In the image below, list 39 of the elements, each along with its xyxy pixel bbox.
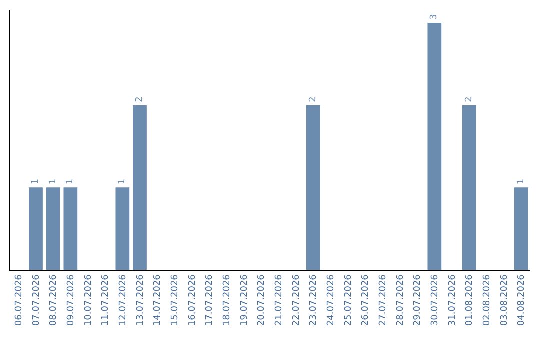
data-label: 1 [66, 178, 76, 185]
data-label: 1 [118, 178, 128, 185]
x-tick-label: 15.07.2026 [170, 274, 181, 326]
x-tick-label: 21.07.2026 [274, 274, 285, 326]
data-label: 2 [464, 96, 474, 102]
x-tick-label: 09.07.2026 [66, 274, 77, 326]
x-tick-label: 17.07.2026 [205, 274, 216, 326]
x-tick-label: 30.07.2026 [430, 274, 441, 326]
x-tick-label: 06.07.2026 [14, 274, 25, 326]
x-tick-label: 16.07.2026 [188, 274, 198, 326]
x-tick-label: 03.08.2026 [500, 274, 510, 326]
x-tick-label: 28.07.2026 [396, 274, 406, 326]
x-tick-label: 10.07.2026 [84, 274, 94, 326]
data-label: 2 [308, 96, 318, 102]
x-tick-label: 24.07.2026 [326, 274, 337, 326]
x-tick-label: 22.07.2026 [292, 274, 302, 326]
x-tick-label: 19.07.2026 [240, 274, 250, 326]
x-tick-label: 18.07.2026 [222, 274, 233, 326]
x-tick-label: 07.07.2026 [32, 274, 42, 326]
data-label: 2 [135, 96, 145, 102]
x-tick-label: 29.07.2026 [413, 274, 424, 326]
x-tick-label: 25.07.2026 [344, 274, 354, 326]
x-tick-label: 13.07.2026 [136, 274, 146, 326]
x-tick-label: 08.07.2026 [49, 274, 60, 326]
x-tick-label: 12.07.2026 [118, 274, 129, 326]
x-tick-label: 02.08.2026 [482, 274, 493, 326]
x-tick-label: 27.07.2026 [378, 274, 389, 326]
data-label: 3 [430, 14, 440, 20]
x-tick-label: 01.08.2026 [465, 274, 476, 326]
x-tick-label: 26.07.2026 [361, 274, 372, 326]
data-label: 1 [31, 178, 41, 185]
x-tick-label: 04.08.2026 [517, 274, 528, 326]
data-label: 1 [516, 178, 526, 185]
x-tick-label: 31.07.2026 [448, 274, 458, 326]
x-tick-label: 20.07.2026 [257, 274, 268, 326]
x-tick-label: 23.07.2026 [309, 274, 320, 326]
data-label: 1 [48, 178, 58, 185]
x-tick-label: 14.07.2026 [153, 274, 164, 326]
x-tick-label: 11.07.2026 [101, 274, 112, 326]
